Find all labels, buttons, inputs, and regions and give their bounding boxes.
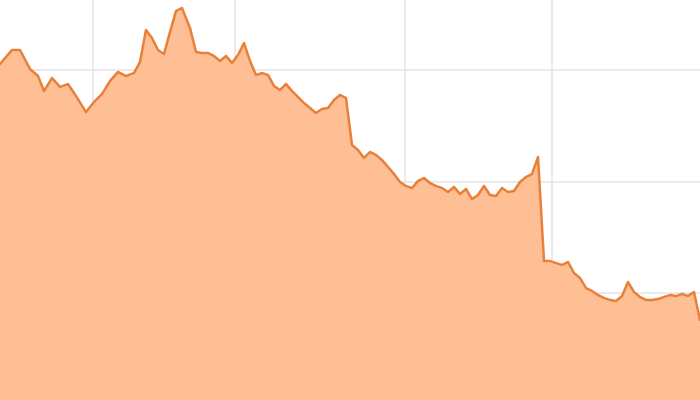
series-line-1 (0, 6, 700, 322)
area-fill-series-1 (0, 8, 700, 400)
series-area (0, 6, 700, 400)
